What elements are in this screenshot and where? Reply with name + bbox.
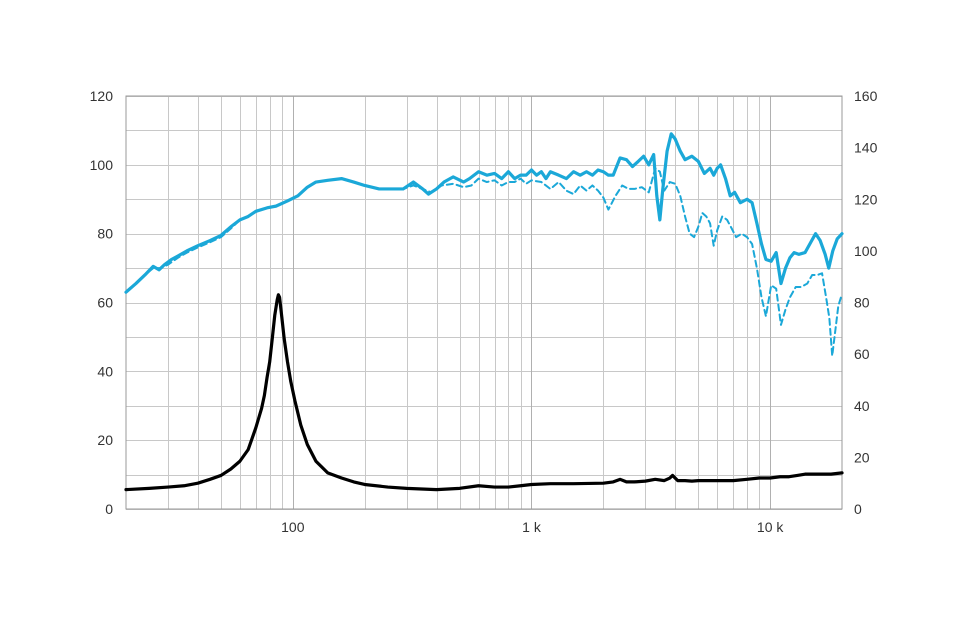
left-tick-label: 40 xyxy=(97,363,113,379)
x-axis-ticks: 100 1 k 10 k xyxy=(281,519,784,535)
left-tick-label: 80 xyxy=(97,226,113,242)
x-tick-label: 10 k xyxy=(757,519,784,535)
series-layer xyxy=(124,132,844,492)
right-axis-ticks: 0 20 40 60 80 100 120 140 160 xyxy=(854,88,878,517)
right-tick-label: 160 xyxy=(854,88,878,104)
left-tick-label: 60 xyxy=(97,295,113,311)
right-tick-label: 20 xyxy=(854,449,870,465)
series-line-impedance xyxy=(124,293,844,492)
x-tick-label: 1 k xyxy=(522,519,542,535)
left-tick-label: 120 xyxy=(90,88,114,104)
left-tick-label: 20 xyxy=(97,432,113,448)
right-tick-label: 100 xyxy=(854,243,878,259)
right-tick-label: 40 xyxy=(854,398,870,414)
right-tick-label: 120 xyxy=(854,191,878,207)
plot-area-border xyxy=(125,95,843,510)
right-tick-label: 60 xyxy=(854,346,870,362)
chart-grid xyxy=(126,96,842,510)
right-tick-label: 140 xyxy=(854,140,878,156)
x-tick-label: 100 xyxy=(281,519,305,535)
left-axis-ticks: 0 20 40 60 80 100 120 xyxy=(90,88,114,517)
left-tick-label: 100 xyxy=(90,157,114,173)
series-line-spl-dashed xyxy=(125,167,843,357)
right-tick-label: 0 xyxy=(854,501,862,517)
right-tick-label: 80 xyxy=(854,295,870,311)
left-tick-label: 0 xyxy=(105,501,113,517)
